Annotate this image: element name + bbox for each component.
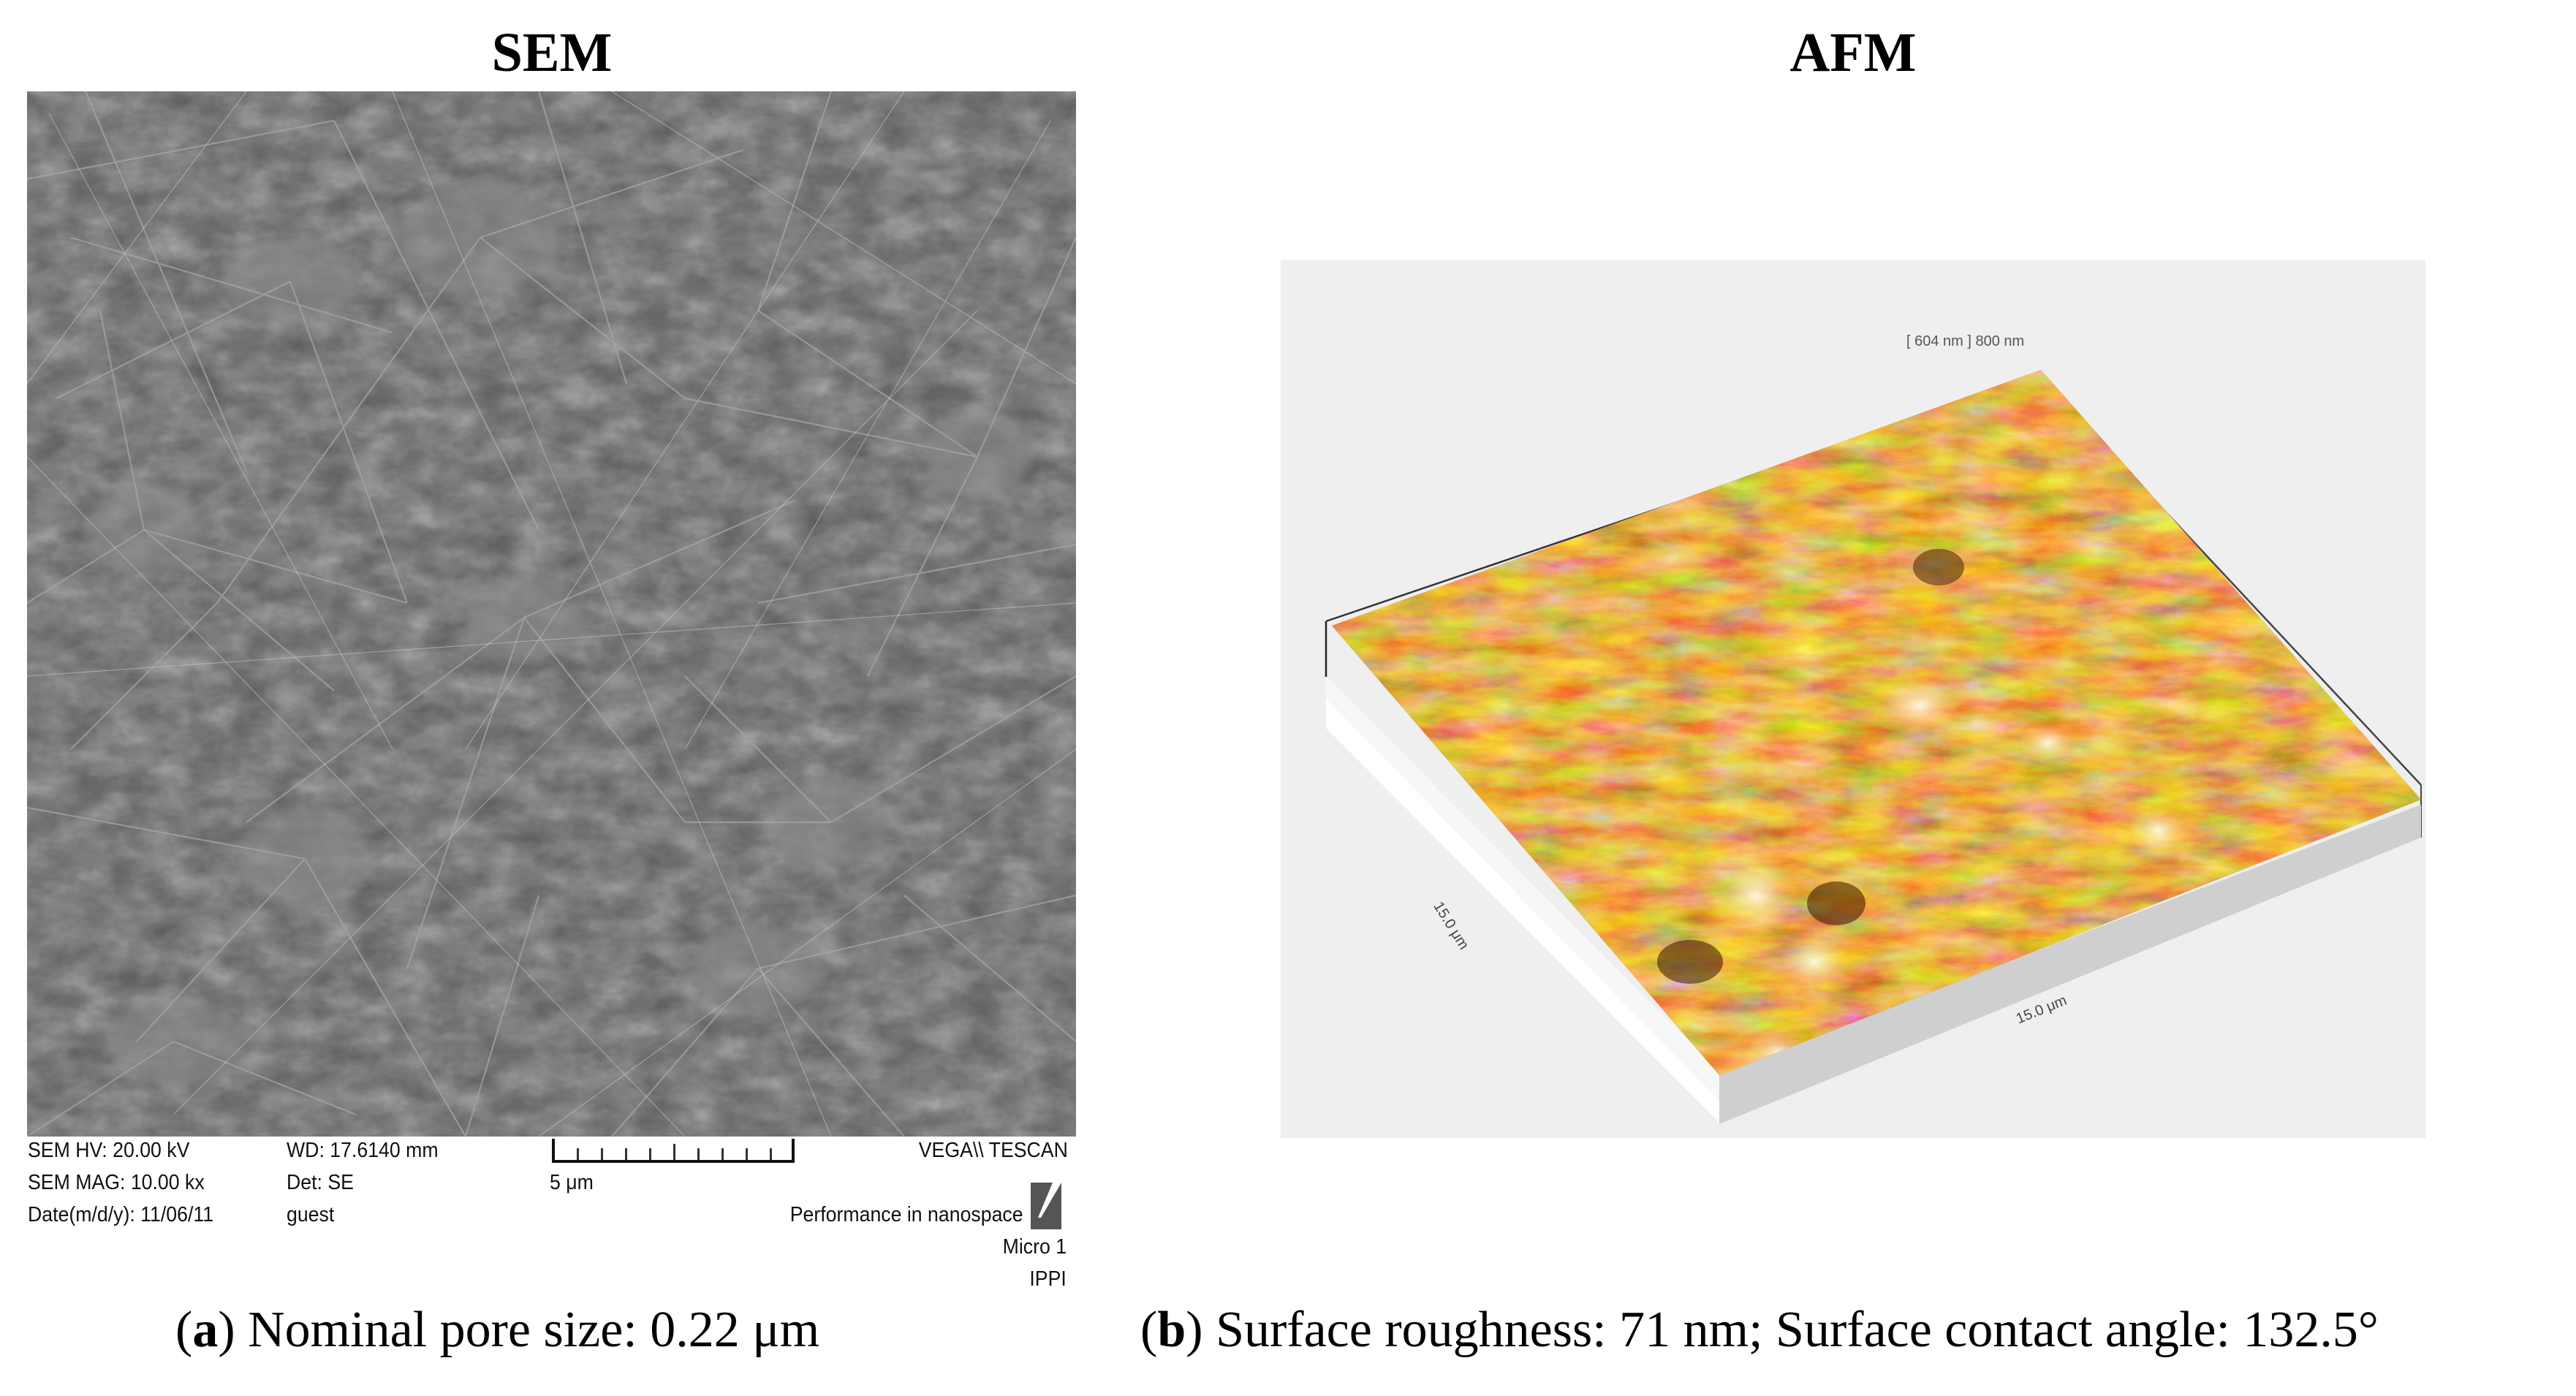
slogan-label: Performance in nanospace bbox=[790, 1203, 1023, 1226]
tescan-logo-icon bbox=[1031, 1183, 1061, 1229]
caption-b-label: b bbox=[1157, 1302, 1186, 1358]
caption-a: (a) Nominal pore size: 0.22 μm bbox=[175, 1302, 820, 1358]
afm-topography-panel bbox=[1281, 260, 2425, 1138]
caption-b: (b) Surface roughness: 71 nm; Surface co… bbox=[1140, 1302, 2379, 1358]
caption-a-label: a bbox=[192, 1302, 219, 1358]
sem-wd-label: WD: 17.6140 mm bbox=[287, 1139, 439, 1162]
sem-det-label: Det: SE bbox=[287, 1171, 354, 1194]
panel-title-afm: AFM bbox=[1789, 22, 1917, 83]
lab-label-2: IPPI bbox=[1029, 1267, 1067, 1291]
sem-date-label: Date(m/d/y): 11/06/11 bbox=[28, 1203, 214, 1226]
caption-b-text: Surface roughness: 71 nm; Surface contac… bbox=[1216, 1302, 2379, 1358]
lab-label-1: Micro 1 bbox=[1002, 1235, 1067, 1259]
sem-micrograph bbox=[27, 91, 1076, 1137]
sem-mag-label: SEM MAG: 10.00 kx bbox=[28, 1171, 205, 1194]
sem-hv-label: SEM HV: 20.00 kV bbox=[28, 1139, 190, 1162]
sem-user-label: guest bbox=[287, 1203, 335, 1226]
scale-bar bbox=[552, 1139, 795, 1163]
caption-a-text: Nominal pore size: 0.22 μm bbox=[248, 1302, 820, 1358]
panel-title-sem: SEM bbox=[491, 22, 613, 83]
afm-z-range-label: [ 604 nm ] 800 nm bbox=[1906, 333, 2025, 349]
scale-bar-label: 5 μm bbox=[550, 1171, 594, 1194]
instrument-label: VEGA\\ TESCAN bbox=[918, 1139, 1068, 1162]
